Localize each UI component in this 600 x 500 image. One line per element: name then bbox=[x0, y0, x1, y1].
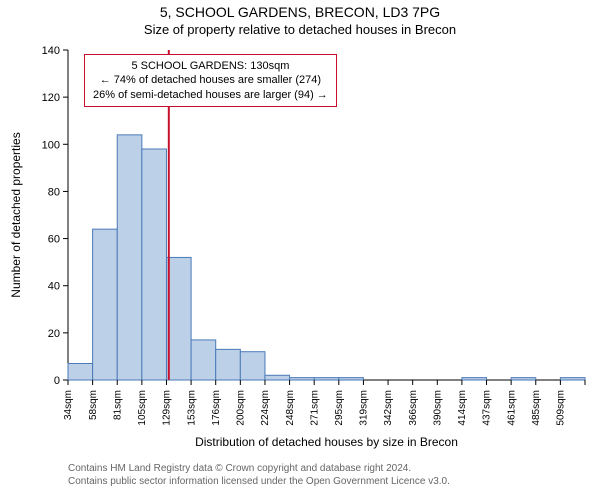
info-box-line: 5 SCHOOL GARDENS: 130sqm bbox=[93, 59, 328, 73]
svg-text:414sqm: 414sqm bbox=[457, 390, 468, 426]
svg-text:Number of detached properties: Number of detached properties bbox=[9, 132, 23, 297]
svg-text:Distribution of detached house: Distribution of detached houses by size … bbox=[195, 435, 458, 449]
svg-text:390sqm: 390sqm bbox=[432, 390, 443, 426]
svg-text:200sqm: 200sqm bbox=[236, 390, 247, 426]
svg-text:140: 140 bbox=[42, 45, 60, 57]
attribution-line-2: Contains public sector information licen… bbox=[68, 476, 450, 489]
svg-text:153sqm: 153sqm bbox=[186, 390, 197, 426]
info-box-line: ← 74% of detached houses are smaller (27… bbox=[93, 73, 328, 87]
attribution-line-1: Contains HM Land Registry data © Crown c… bbox=[68, 463, 450, 476]
svg-text:224sqm: 224sqm bbox=[260, 390, 271, 426]
svg-text:271sqm: 271sqm bbox=[309, 390, 320, 426]
svg-text:461sqm: 461sqm bbox=[506, 390, 517, 426]
svg-text:34sqm: 34sqm bbox=[63, 390, 74, 420]
svg-text:366sqm: 366sqm bbox=[408, 390, 419, 426]
svg-text:342sqm: 342sqm bbox=[383, 390, 394, 426]
info-box-line: 26% of semi-detached houses are larger (… bbox=[93, 88, 328, 102]
svg-text:295sqm: 295sqm bbox=[334, 390, 345, 426]
svg-text:81sqm: 81sqm bbox=[112, 390, 123, 420]
svg-text:248sqm: 248sqm bbox=[285, 390, 296, 426]
svg-text:58sqm: 58sqm bbox=[88, 390, 99, 420]
svg-text:40: 40 bbox=[48, 281, 60, 293]
svg-text:509sqm: 509sqm bbox=[556, 390, 567, 426]
svg-text:60: 60 bbox=[48, 234, 60, 246]
svg-text:0: 0 bbox=[54, 375, 60, 387]
property-info-box: 5 SCHOOL GARDENS: 130sqm← 74% of detache… bbox=[84, 54, 337, 107]
svg-text:129sqm: 129sqm bbox=[162, 390, 173, 426]
svg-text:80: 80 bbox=[48, 186, 60, 198]
svg-text:176sqm: 176sqm bbox=[211, 390, 222, 426]
svg-text:485sqm: 485sqm bbox=[531, 390, 542, 426]
chart-title-main: 5, SCHOOL GARDENS, BRECON, LD3 7PG bbox=[0, 4, 600, 20]
svg-text:100: 100 bbox=[42, 139, 60, 151]
attribution-text: Contains HM Land Registry data © Crown c… bbox=[68, 463, 450, 488]
svg-text:437sqm: 437sqm bbox=[482, 390, 493, 426]
svg-text:319sqm: 319sqm bbox=[359, 390, 370, 426]
histogram-chart: 0 20 40 60 80 100 120 140 34sqm 58sqm 81sqm 105sqm 1… bbox=[0, 40, 600, 460]
svg-text:20: 20 bbox=[48, 328, 60, 340]
svg-text:120: 120 bbox=[42, 92, 60, 104]
chart-title-sub: Size of property relative to detached ho… bbox=[0, 22, 600, 37]
svg-text:105sqm: 105sqm bbox=[137, 390, 148, 426]
